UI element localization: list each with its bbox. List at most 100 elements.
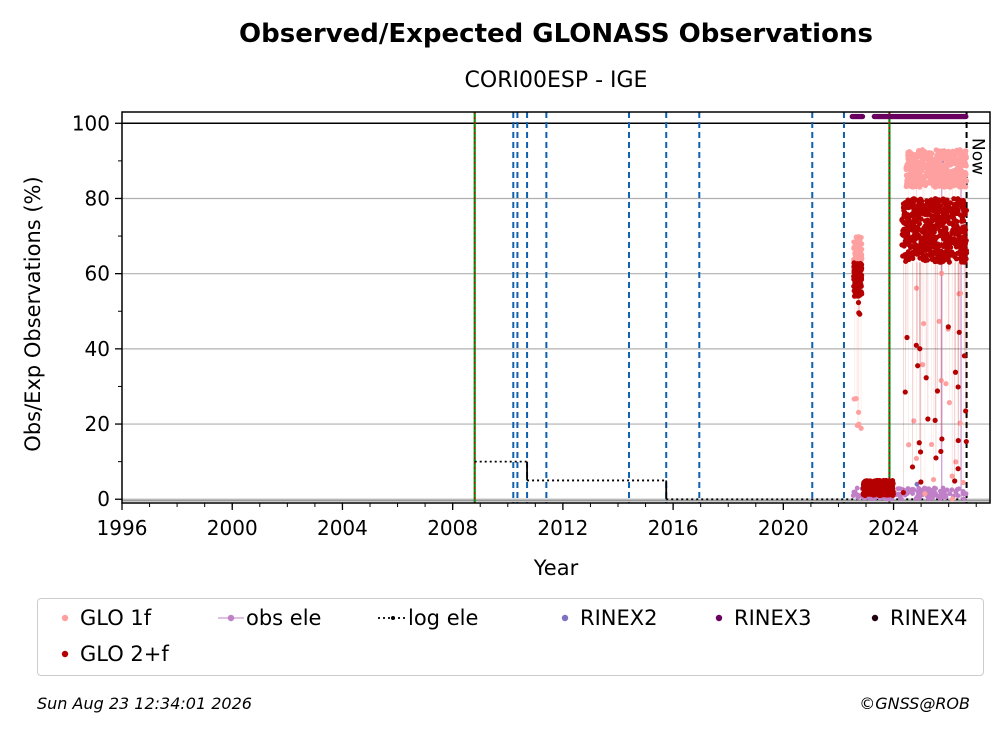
glo-1f-point — [948, 183, 954, 189]
obs-ele-point — [895, 486, 901, 492]
legend-swatch — [61, 650, 69, 658]
glo-2f-point — [942, 240, 948, 246]
glo-2f-point — [860, 481, 867, 488]
glo-1f-point — [903, 183, 909, 190]
glo-2f-point — [916, 440, 922, 446]
glo-2f-point — [952, 254, 958, 260]
glo-1f-point — [943, 381, 949, 387]
legend-item: GLO 2+f — [50, 642, 169, 666]
legend-label: GLO 2+f — [80, 642, 169, 666]
obs-ele-point — [916, 485, 922, 491]
legend-label: RINEX3 — [734, 606, 812, 630]
legend-swatch — [378, 616, 408, 620]
glo-1f-point — [919, 176, 925, 182]
y-axis-label: Obs/Exp Observations (%) — [21, 176, 45, 451]
glo-1f-point — [916, 153, 923, 160]
x-tick-label: 2008 — [427, 516, 478, 540]
glo-1f-point — [906, 442, 912, 448]
glo-1f-point — [953, 176, 959, 182]
glo-1f-point — [922, 156, 928, 162]
legend-swatch — [218, 614, 244, 622]
grid-layer — [122, 122, 990, 502]
glo-1f-point — [946, 153, 953, 160]
glo-2f-point — [936, 248, 943, 254]
glo-2f-point — [899, 216, 905, 223]
now-label: Now — [968, 138, 988, 175]
glo-2f-point — [956, 329, 962, 335]
glo-2f-point — [934, 217, 940, 223]
glo-2f-point — [882, 479, 888, 486]
x-tick-label: 2004 — [317, 516, 368, 540]
obs-ele-point — [867, 495, 873, 501]
glo-1f-point — [913, 455, 920, 462]
y-tick-label: 60 — [85, 262, 110, 286]
glo-2f-point — [925, 416, 931, 422]
glo-2f-point — [916, 201, 923, 207]
y-tick-label: 80 — [85, 186, 110, 210]
glo-2f-point — [949, 229, 955, 235]
glo-1f-point — [936, 150, 942, 157]
obs-ele-point — [855, 495, 861, 500]
glo-2f-point — [932, 417, 938, 423]
glo-2f-point — [907, 212, 913, 219]
chart-title: Observed/Expected GLONASS Observations — [239, 19, 873, 49]
glo-1f-point — [926, 152, 933, 158]
legend-item: obs ele — [216, 606, 321, 630]
obs-ele-point — [960, 489, 966, 495]
glo-1f-point — [858, 251, 865, 258]
glo-1f-point — [958, 164, 964, 171]
legend-label: GLO 1f — [80, 606, 152, 630]
obs-ele-point — [930, 494, 936, 500]
glo-2f-point — [952, 478, 958, 484]
rinex2-point — [914, 481, 920, 487]
obs-ele-point — [871, 496, 876, 502]
glo-2f-point — [959, 252, 965, 258]
glo-2f-point — [945, 213, 951, 220]
glo-1f-point — [925, 166, 932, 172]
glo-2f-point — [928, 253, 934, 259]
glo-2f-point — [912, 213, 918, 219]
glo-1f-point — [929, 170, 935, 176]
glo-2f-point — [911, 198, 917, 204]
glo-2f-point — [942, 204, 949, 210]
legend-swatch — [61, 614, 69, 622]
glo-1f-point — [927, 159, 933, 165]
glo-1f-point — [913, 285, 920, 291]
glo-1f-point — [941, 174, 947, 180]
glo-2f-point — [926, 207, 932, 213]
glo-2f-point — [934, 256, 940, 262]
glo-2f-point — [919, 255, 925, 261]
credit: ©GNSS@ROB — [859, 694, 970, 713]
glo-2f-point — [939, 213, 946, 219]
legend: GLO 1f obs ele log ele RINEX2 RINEX3 RINEX4 GL… — [37, 598, 984, 676]
glo-2f-point — [948, 244, 954, 250]
glo-2f-point — [916, 227, 922, 233]
glo-1f-point — [908, 177, 914, 183]
glo-1f-point — [942, 181, 949, 187]
glo-2f-point — [919, 250, 925, 256]
glo-2f-point — [867, 478, 873, 484]
legend-item: RINEX3 — [704, 606, 812, 630]
glo-1f-point — [956, 291, 962, 297]
glo-2f-point — [910, 218, 917, 224]
glo-1f-point — [948, 168, 955, 175]
glo-1f-point — [938, 377, 944, 384]
glo-2f-point — [905, 231, 911, 238]
glo-2f-point — [936, 243, 942, 250]
glo-2f-point — [852, 283, 858, 289]
glo-2f-point — [907, 251, 914, 257]
glo-1f-point — [930, 476, 937, 483]
glo-1f-point — [942, 153, 948, 159]
legend-swatch — [871, 614, 879, 622]
glo-2f-point — [911, 227, 917, 233]
glo-2f-point — [889, 484, 896, 490]
glo-2f-point — [930, 224, 937, 230]
glo-2f-point — [935, 197, 942, 203]
glo-2f-point — [945, 324, 951, 330]
glo-1f-point — [920, 163, 926, 169]
glo-2f-point — [948, 208, 954, 214]
glo-2f-point — [924, 211, 930, 217]
obs-ele-point — [852, 489, 858, 495]
glo-1f-point — [911, 418, 917, 424]
glo-2f-point — [917, 205, 923, 211]
